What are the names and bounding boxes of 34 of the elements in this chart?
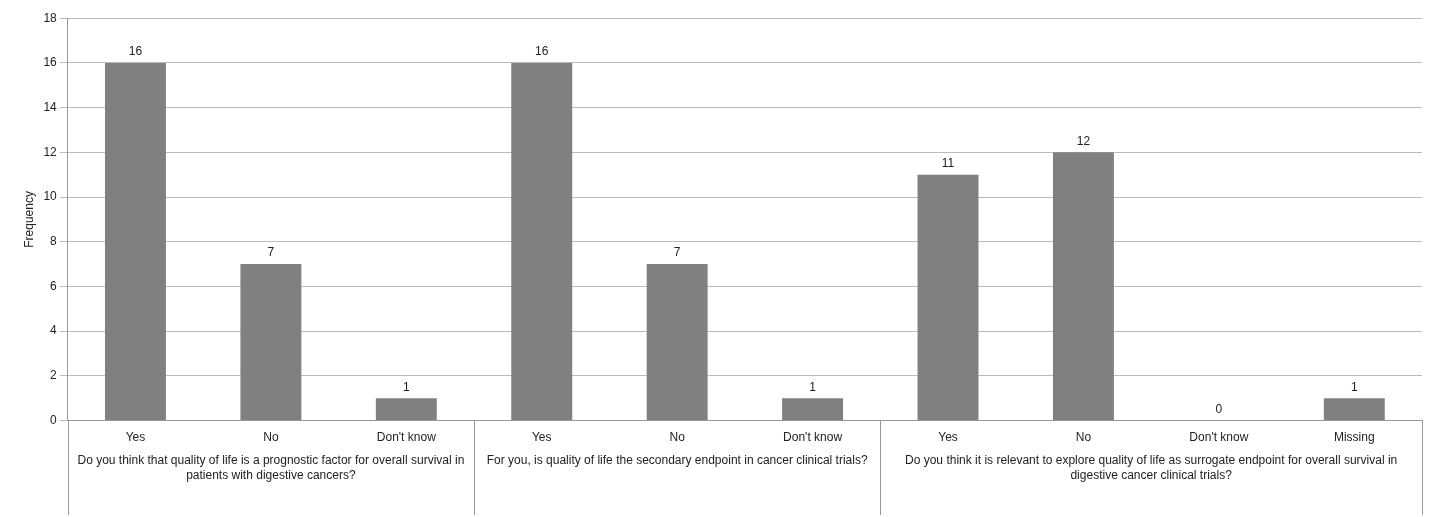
x-tick-label: Don't know [376, 430, 437, 445]
y-tick-label: 16 [43, 55, 58, 70]
data-label: 16 [535, 44, 549, 59]
x-tick-label: No [1075, 430, 1092, 445]
text: For you, is quality of life the secondary endpoint in cancer clinical trials? [486, 452, 868, 467]
x-tick-label: No [669, 430, 686, 445]
x-tick-label: Yes [938, 430, 958, 445]
x-tick-label: Don't know [783, 430, 843, 445]
y-tick-label: 8 [50, 234, 58, 249]
y-tick-label: 4 [50, 323, 58, 338]
y-tick-label: 10 [43, 189, 58, 204]
x-tick-label: Don't know [1189, 430, 1249, 445]
y-tick-label: 2 [50, 368, 58, 383]
data-label: 1 [402, 379, 410, 394]
y-tick-label: 6 [50, 278, 58, 293]
data-label: 0 [1215, 401, 1223, 416]
text: Do you think that quality of life is a prognostic factor for overall survival in patients with digestive cancers? [77, 452, 465, 482]
y-axis-title: Frequency [21, 191, 36, 248]
data-label: 16 [128, 44, 143, 59]
x-tick-label: Missing [1333, 430, 1375, 445]
data-label: 11 [941, 156, 955, 170]
data-label: 1 [1350, 379, 1358, 394]
text: Do you think it is relevant to explore quality of life as surrogate endpoint for overall survival in digestive cancer clinical trials? [905, 452, 1398, 482]
x-tick-label: Yes [125, 430, 146, 445]
data-label: 12 [1076, 133, 1091, 148]
y-tick-label: 12 [43, 144, 58, 159]
data-label: 7 [673, 245, 681, 260]
x-tick-label: Yes [531, 430, 552, 445]
x-tick-label: No [263, 430, 279, 445]
y-tick-label: 14 [43, 99, 58, 114]
y-tick-label: 0 [50, 412, 58, 427]
y-tick-label: 18 [43, 10, 58, 25]
data-label: 1 [809, 379, 817, 394]
data-label: 7 [267, 245, 275, 260]
